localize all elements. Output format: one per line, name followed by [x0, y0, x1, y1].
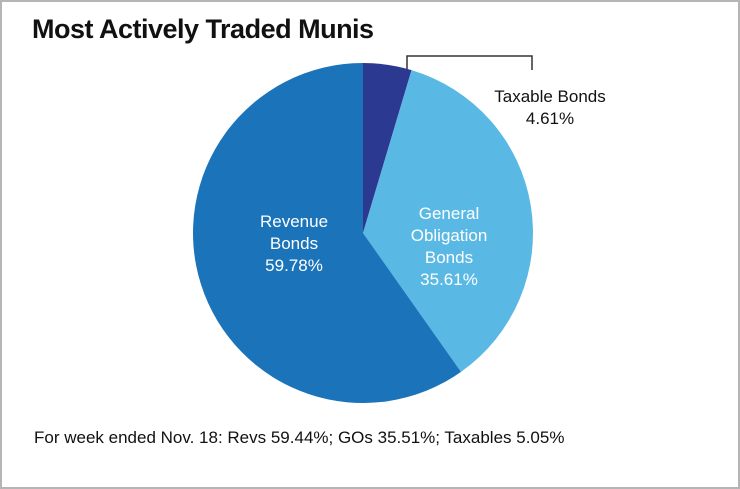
footnote: For week ended Nov. 18: Revs 59.44%; GOs… — [34, 428, 565, 447]
value-label: 35.61% — [420, 270, 478, 289]
value-label: 59.78% — [265, 256, 323, 275]
leader-line — [406, 55, 533, 72]
pie-slice — [363, 70, 533, 372]
category-label: General Obligation Bonds — [410, 204, 488, 267]
slice-label: General Obligation Bonds 35.61% — [394, 203, 504, 291]
category-label: Taxable Bonds — [494, 87, 606, 106]
pie-slice — [363, 63, 412, 233]
chart-title: Most Actively Traded Munis — [32, 14, 374, 44]
slice-label: Revenue Bonds 59.78% — [239, 211, 349, 277]
pie-slice — [193, 63, 462, 403]
value-label: 4.61% — [525, 109, 575, 128]
slice-label: Taxable Bonds 4.61% — [490, 86, 610, 130]
category-label: Revenue Bonds — [259, 212, 329, 253]
